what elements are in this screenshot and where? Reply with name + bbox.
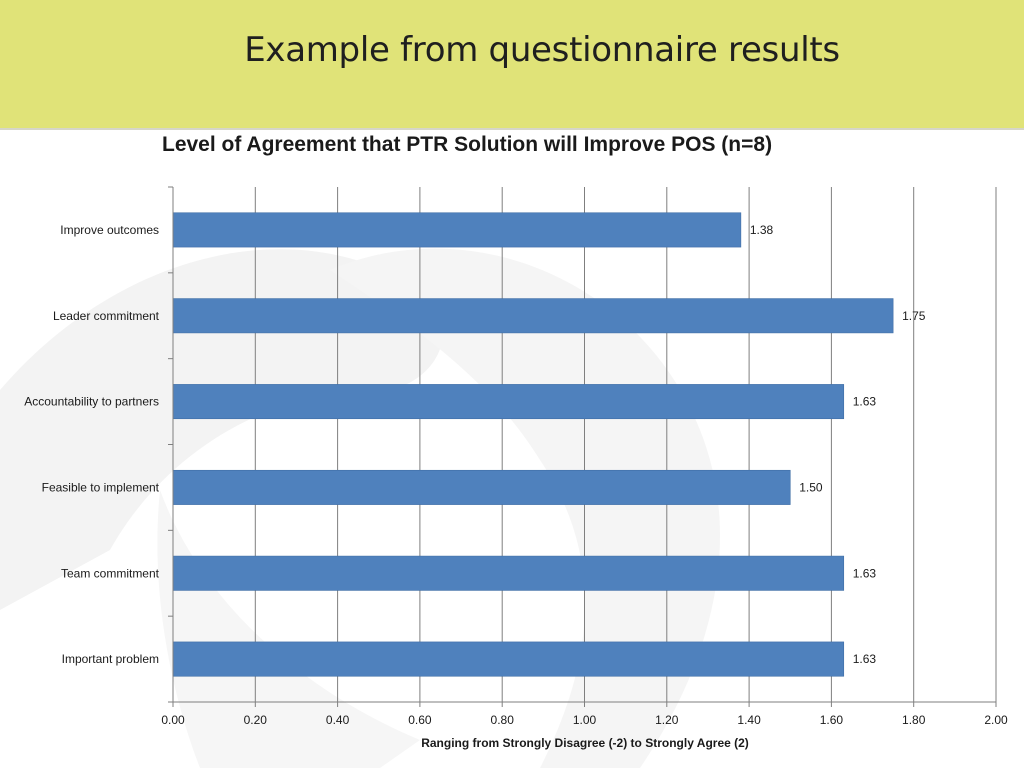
y-category-label: Accountability to partners: [24, 395, 159, 409]
x-tick-label: 1.40: [737, 713, 761, 727]
labels: 0.00 0.20 0.40 0.60 0.80 1.00 1.20 1.40 1.60 1.80…: [24, 223, 1008, 727]
data-label: 1.50: [799, 480, 823, 494]
axes: [168, 186, 997, 707]
x-tick-label: 1.00: [573, 713, 597, 727]
data-label: 1.63: [853, 395, 877, 409]
bar: [172, 212, 742, 248]
x-tick-label: 0.60: [408, 713, 432, 727]
x-tick-label: 1.80: [902, 713, 926, 727]
y-category-label: Improve outcomes: [60, 223, 159, 237]
x-axis-title: Ranging from Strongly Disagree (-2) to S…: [421, 736, 749, 750]
bar: [172, 641, 845, 677]
slide-header: [0, 0, 1024, 128]
data-label: 1.63: [853, 652, 877, 666]
bar: [172, 298, 894, 334]
gridlines: [254, 187, 997, 702]
bar: [172, 555, 845, 591]
x-tick-label: 0.20: [244, 713, 268, 727]
slide-title: Example from questionnaire results: [244, 30, 840, 70]
x-tick-label: 1.60: [820, 713, 844, 727]
bars: [172, 212, 894, 677]
data-label: 1.63: [853, 566, 877, 580]
y-category-label: Leader commitment: [53, 309, 160, 323]
x-tick-label: 0.40: [326, 713, 350, 727]
bar: [172, 384, 845, 420]
data-label: 1.75: [902, 309, 926, 323]
x-tick-label: 1.20: [655, 713, 679, 727]
header-divider: [0, 128, 1024, 130]
data-label: 1.38: [750, 223, 774, 237]
bar: [172, 469, 791, 505]
x-tick-label: 0.00: [161, 713, 185, 727]
y-category-label: Team commitment: [61, 566, 160, 580]
chart-title: Level of Agreement that PTR Solution wil…: [162, 133, 773, 156]
x-tick-label: 2.00: [984, 713, 1008, 727]
y-category-label: Feasible to implement: [42, 480, 160, 494]
background-watermark: [0, 248, 720, 768]
y-category-label: Important problem: [62, 652, 159, 666]
x-tick-label: 0.80: [491, 713, 515, 727]
